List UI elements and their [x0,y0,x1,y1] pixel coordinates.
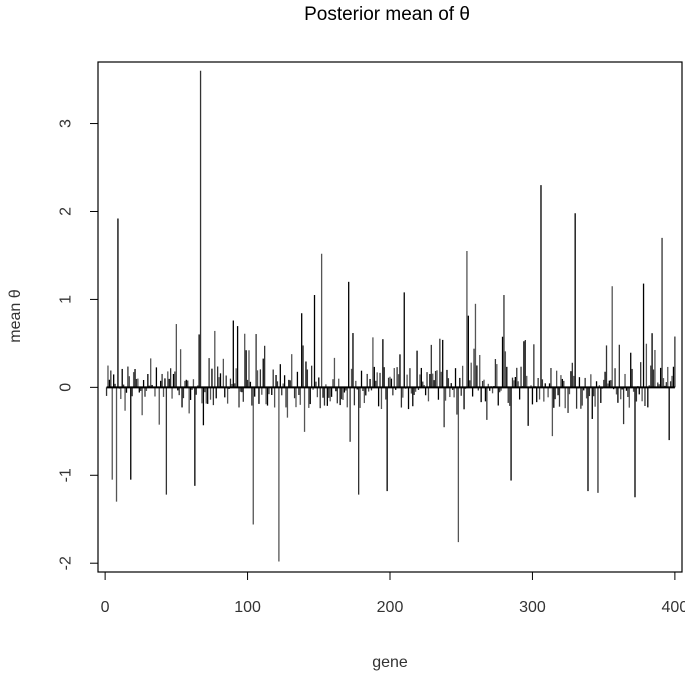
x-tick-label-0: 0 [101,599,110,616]
x-axis: 0 100 200 300 400 [101,571,685,616]
x-tick-label-200: 200 [377,599,404,616]
chart-title: Posterior mean of θ [304,4,470,25]
plot-frame [97,61,683,573]
y-tick-label-0: 0 [58,383,75,392]
y-tick-label-2: 2 [58,207,75,216]
y-axis-label: mean θ [7,289,24,342]
y-tick-label-3: 3 [58,119,75,128]
x-tick-label-100: 100 [234,599,261,616]
x-tick-label-300: 300 [519,599,546,616]
y-tick-label--1: -1 [58,468,75,482]
y-tick-label--2: -2 [58,556,75,570]
y-tick-label-1: 1 [58,295,75,304]
x-axis-label: gene [372,654,408,671]
bar-series [105,70,676,562]
x-tick-label-400: 400 [662,599,685,616]
y-axis: -2 -1 0 1 2 3 [58,119,99,570]
